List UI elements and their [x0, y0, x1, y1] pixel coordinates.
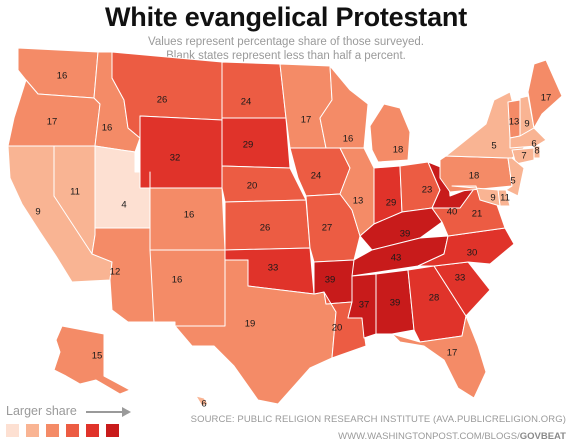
state-nc [417, 227, 515, 267]
map-subtitle: Values represent percentage share of tho… [106, 35, 466, 63]
state-hi [195, 395, 209, 407]
state-ct [511, 147, 535, 165]
state-value-label: 24 [241, 97, 252, 108]
source-url: WWW.WASHINGTONPOST.COM/BLOGS/GOVBEAT [338, 431, 566, 442]
url-suffix: GOVBEAT [519, 431, 566, 442]
map-title: White evangelical Protestant [105, 2, 467, 32]
legend-label: Larger share [6, 404, 77, 418]
source-note: SOURCE: PUBLIC RELIGION RESEARCH INSTITU… [190, 414, 566, 425]
state-ak [53, 325, 131, 395]
state-value-label: 17 [47, 117, 58, 128]
state-value-label: 9 [35, 207, 40, 218]
state-value-label: 39 [325, 275, 336, 286]
state-value-label: 21 [472, 209, 483, 220]
state-value-label: 33 [268, 263, 279, 274]
state-value-label: 28 [429, 293, 440, 304]
state-value-label: 16 [184, 210, 195, 221]
state-value-label: 19 [245, 319, 256, 330]
legend-arrow-icon [86, 407, 131, 417]
state-wy [139, 115, 223, 189]
state-value-label: 6 [531, 139, 536, 150]
state-value-label: 17 [301, 115, 312, 126]
state-value-label: 16 [102, 123, 113, 134]
state-value-label: 18 [469, 171, 480, 182]
legend-swatches [6, 424, 119, 437]
state-value-label: 16 [172, 275, 183, 286]
state-value-label: 8 [534, 146, 539, 157]
state-sd [221, 117, 291, 169]
state-value-label: 27 [322, 223, 333, 234]
url-prefix: WWW.WASHINGTONPOST.COM/BLOGS/ [338, 431, 520, 442]
legend-swatch [46, 424, 59, 437]
state-nm [149, 249, 226, 327]
state-value-label: 11 [500, 193, 510, 204]
state-value-label: 37 [359, 300, 370, 311]
state-value-label: 32 [170, 153, 181, 164]
state-value-label: 30 [467, 248, 478, 259]
legend-swatch [106, 424, 119, 437]
legend-swatch [26, 424, 39, 437]
state-value-label: 5 [510, 176, 515, 187]
subtitle-line-1: Values represent percentage share of tho… [148, 36, 424, 48]
state-value-label: 39 [390, 298, 401, 309]
state-value-label: 26 [157, 95, 168, 106]
labels-layer: 16 17 9 11 16 4 12 26 32 16 16 24 29 20 26 33 19 17 24 27 39… [35, 71, 551, 410]
state-value-label: 26 [260, 223, 271, 234]
state-fl [391, 315, 487, 399]
state-ne [221, 165, 307, 203]
state-value-label: 16 [57, 71, 68, 82]
state-mi [369, 103, 411, 163]
state-value-label: 18 [393, 145, 404, 156]
state-value-label: 40 [447, 207, 458, 218]
state-value-label: 13 [353, 196, 364, 207]
legend-swatch [6, 424, 19, 437]
state-ma [509, 127, 547, 149]
state-value-label: 5 [491, 141, 496, 152]
state-al [375, 269, 415, 335]
state-value-label: 20 [332, 323, 343, 334]
state-value-label: 33 [455, 273, 466, 284]
state-nj [505, 157, 525, 197]
state-value-label: 4 [121, 200, 126, 211]
state-value-label: 13 [509, 117, 520, 128]
state-value-label: 17 [447, 348, 458, 359]
state-value-label: 20 [247, 181, 258, 192]
state-value-label: 6 [201, 399, 206, 410]
state-value-label: 29 [243, 140, 254, 151]
states-layer [7, 47, 563, 407]
state-value-label: 9 [490, 193, 495, 204]
state-value-label: 12 [110, 267, 121, 278]
state-value-label: 16 [343, 134, 354, 145]
state-value-label: 43 [391, 253, 402, 264]
state-value-label: 17 [541, 93, 552, 104]
state-value-label: 9 [524, 119, 529, 130]
state-md [451, 185, 501, 207]
legend-swatch [66, 424, 79, 437]
state-value-label: 23 [422, 185, 433, 196]
state-value-label: 11 [70, 187, 80, 198]
state-nd [221, 61, 287, 119]
state-value-label: 39 [400, 229, 411, 240]
legend-swatch [86, 424, 99, 437]
state-value-label: 29 [386, 198, 397, 209]
state-value-label: 24 [311, 171, 322, 182]
subtitle-line-2: Blank states represent less than half a … [166, 50, 406, 62]
state-value-label: 15 [92, 351, 103, 362]
state-value-label: 7 [521, 151, 526, 162]
